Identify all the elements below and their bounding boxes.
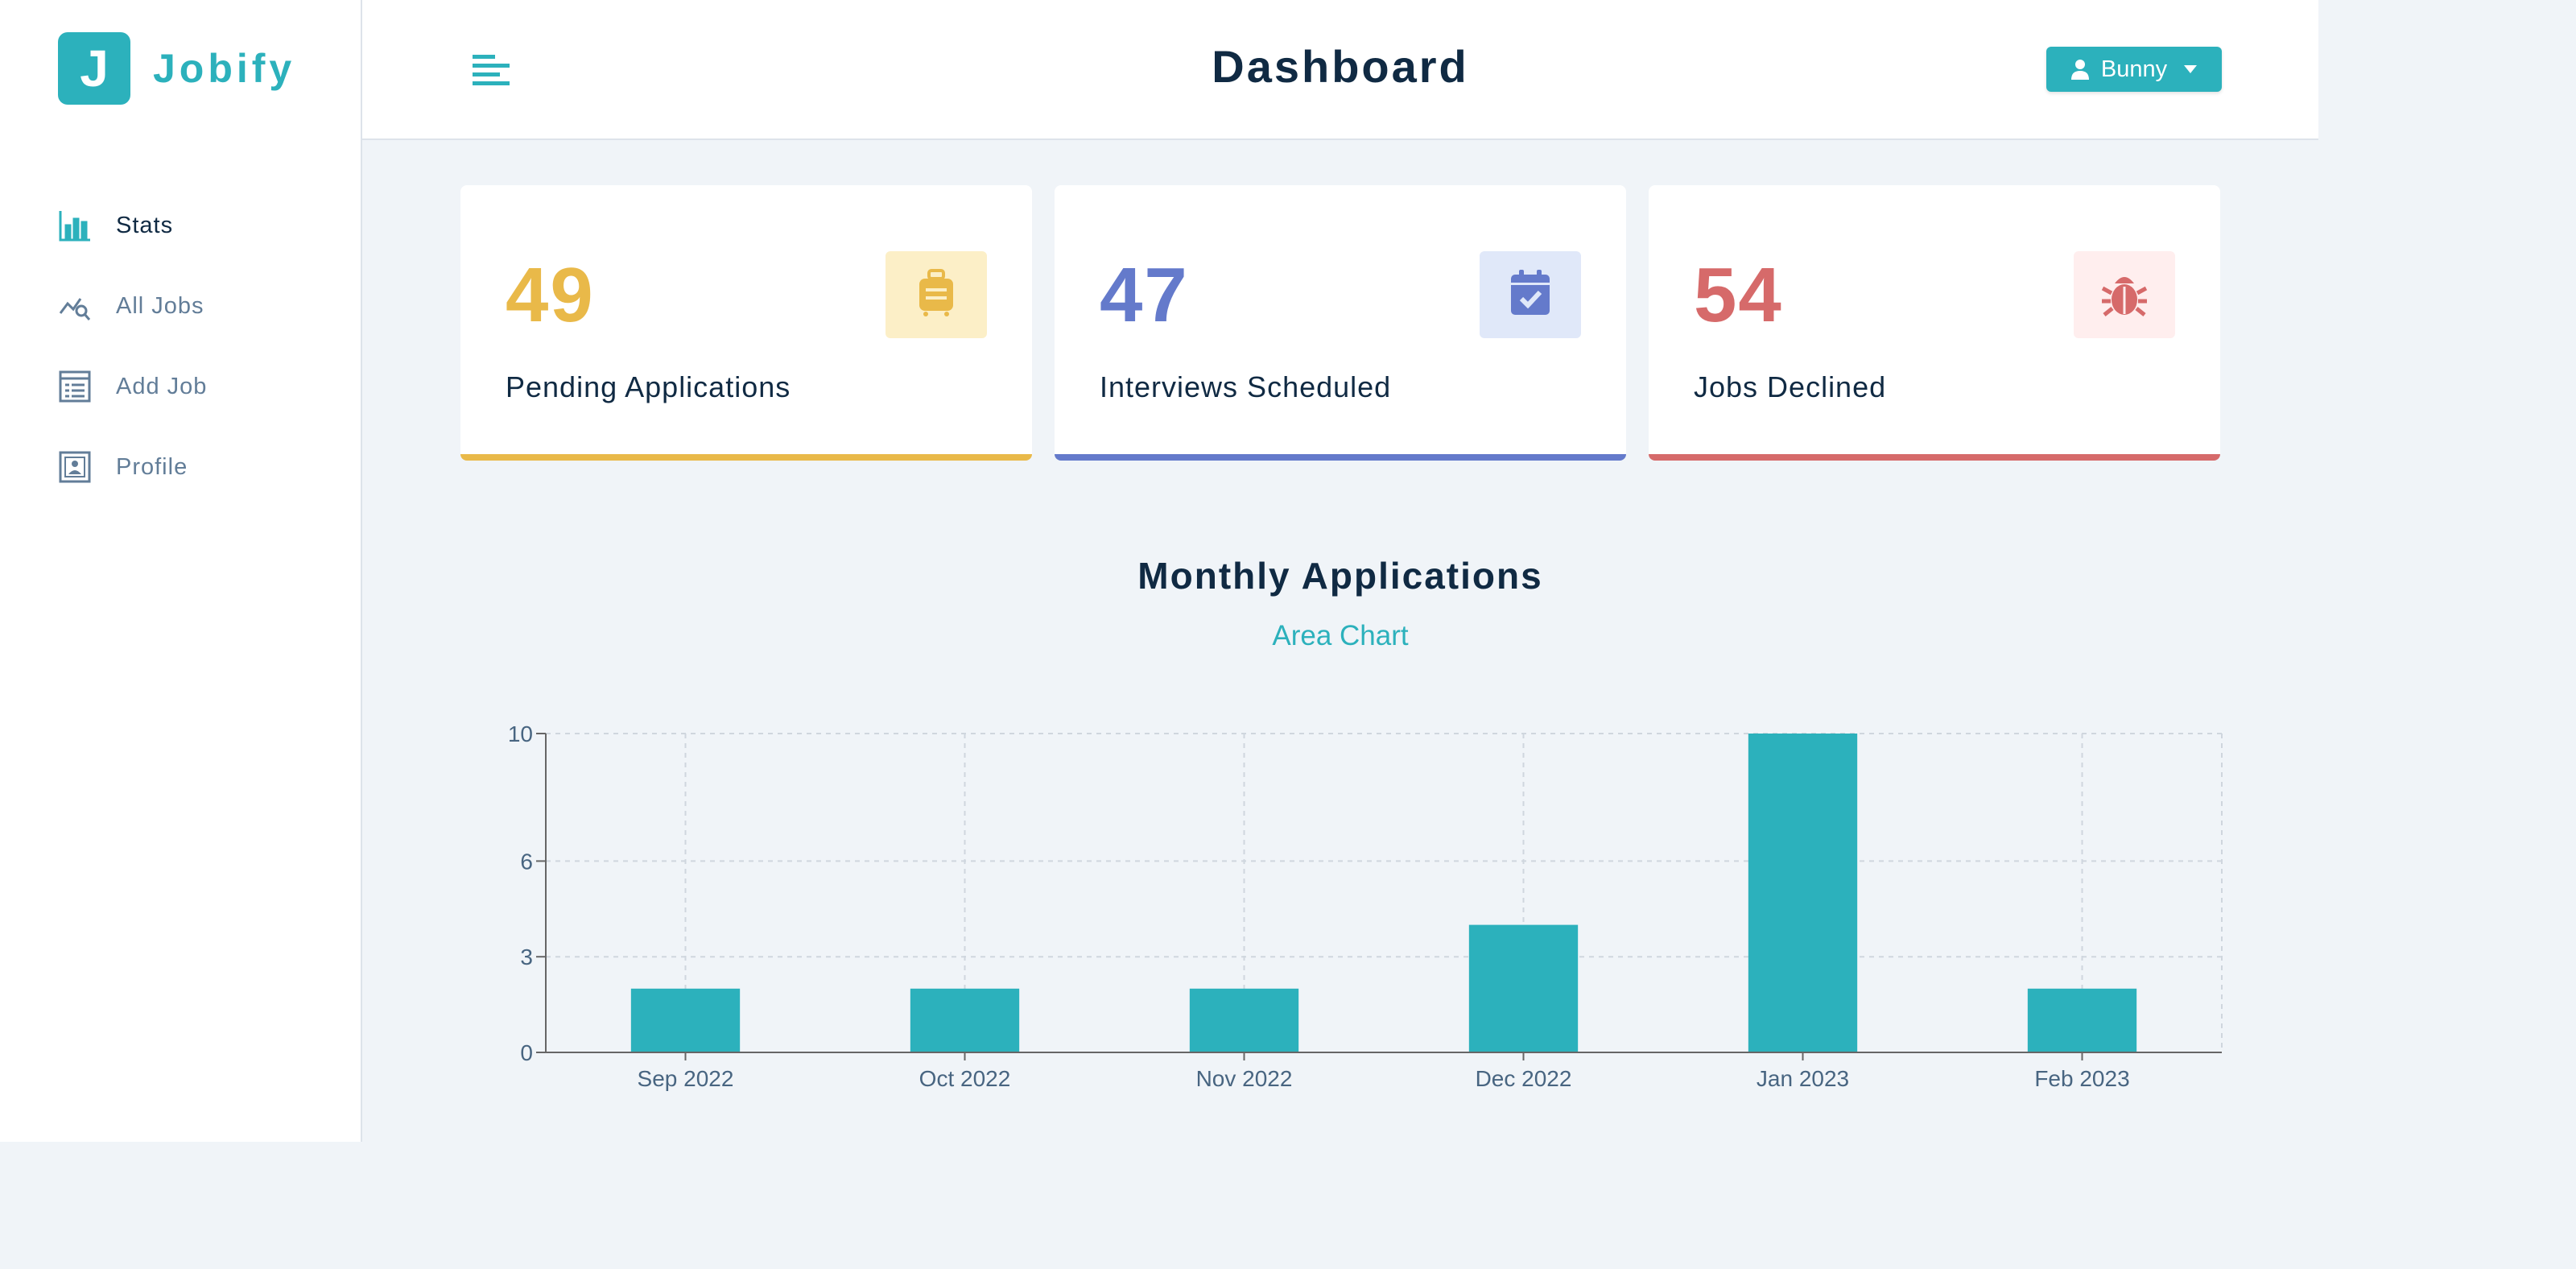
stat-count: 49 bbox=[506, 252, 595, 338]
bug-icon bbox=[2100, 269, 2149, 321]
stat-card-interviews: 47 Interviews Scheduled bbox=[1055, 185, 1626, 461]
stat-label: Pending Applications bbox=[506, 370, 791, 403]
y-tick-label: 6 bbox=[520, 849, 533, 874]
x-tick-label: Oct 2022 bbox=[919, 1066, 1011, 1091]
stat-count: 47 bbox=[1100, 252, 1189, 338]
menu-toggle-icon[interactable] bbox=[471, 52, 511, 89]
chart-bar bbox=[1189, 988, 1299, 1052]
chevron-down-icon bbox=[2183, 64, 2198, 74]
form-icon bbox=[58, 370, 92, 403]
sidebar-item-all-jobs[interactable]: All Jobs bbox=[58, 266, 207, 346]
x-tick-label: Dec 2022 bbox=[1476, 1066, 1572, 1091]
x-tick-label: Nov 2022 bbox=[1196, 1066, 1293, 1091]
logo-text: Jobify bbox=[153, 46, 296, 91]
sidebar-item-label: All Jobs bbox=[116, 292, 204, 319]
stat-card-pending: 49 Pending Applications bbox=[460, 185, 1032, 461]
x-tick-label: Feb 2023 bbox=[2034, 1066, 2129, 1091]
chart-bar bbox=[630, 988, 741, 1052]
chart-type-toggle[interactable]: Area Chart bbox=[1167, 620, 1513, 652]
user-icon bbox=[2070, 58, 2090, 81]
x-tick-label: Sep 2022 bbox=[638, 1066, 734, 1091]
query-stats-icon bbox=[58, 289, 92, 323]
sidebar-item-label: Profile bbox=[116, 453, 188, 480]
sidebar-item-label: Stats bbox=[116, 212, 174, 238]
id-card-icon bbox=[58, 450, 92, 484]
stat-icon-box bbox=[2074, 251, 2175, 338]
stat-icon-box bbox=[886, 251, 987, 338]
chart-bar bbox=[2027, 988, 2137, 1052]
logo[interactable]: J Jobify bbox=[58, 32, 295, 105]
monthly-applications-chart: 0 3 6 10 Sep 2022 Oct 2022 Nov 2022 Dec 2022 Jan… bbox=[508, 721, 2223, 1091]
sidebar-nav: Stats All Jobs bbox=[58, 185, 207, 507]
page-title: Dashboard bbox=[1212, 41, 1469, 92]
sidebar-item-label: Add Job bbox=[116, 373, 208, 399]
stat-label: Interviews Scheduled bbox=[1100, 370, 1392, 403]
stat-card-declined: 54 Jobs Declined bbox=[1649, 185, 2220, 461]
sidebar-item-stats[interactable]: Stats bbox=[58, 185, 207, 266]
sidebar-item-add-job[interactable]: Add Job bbox=[58, 346, 207, 427]
chart-bar bbox=[910, 988, 1020, 1052]
chart-heading: Monthly Applications bbox=[1137, 555, 1543, 597]
suitcase-icon bbox=[918, 268, 955, 321]
x-tick-label: Jan 2023 bbox=[1757, 1066, 1849, 1091]
user-menu-button[interactable]: Bunny bbox=[2046, 47, 2222, 92]
calendar-check-icon bbox=[1509, 269, 1551, 320]
chart-bar bbox=[1468, 924, 1579, 1052]
stat-icon-box bbox=[1480, 251, 1581, 338]
y-tick-label: 0 bbox=[520, 1040, 533, 1065]
sidebar: J Jobify Stats All Job bbox=[0, 0, 362, 1142]
stat-label: Jobs Declined bbox=[1694, 370, 1887, 403]
y-tick-label: 3 bbox=[520, 945, 533, 969]
stat-count: 54 bbox=[1694, 252, 1783, 338]
top-bar: Dashboard Bunny bbox=[362, 0, 2318, 140]
bar-chart-icon bbox=[58, 209, 92, 242]
sidebar-item-profile[interactable]: Profile bbox=[58, 427, 207, 507]
chart-bar bbox=[1748, 734, 1858, 1052]
logo-mark: J bbox=[58, 32, 130, 105]
user-name: Bunny bbox=[2100, 56, 2168, 82]
y-tick-label: 10 bbox=[508, 721, 533, 746]
